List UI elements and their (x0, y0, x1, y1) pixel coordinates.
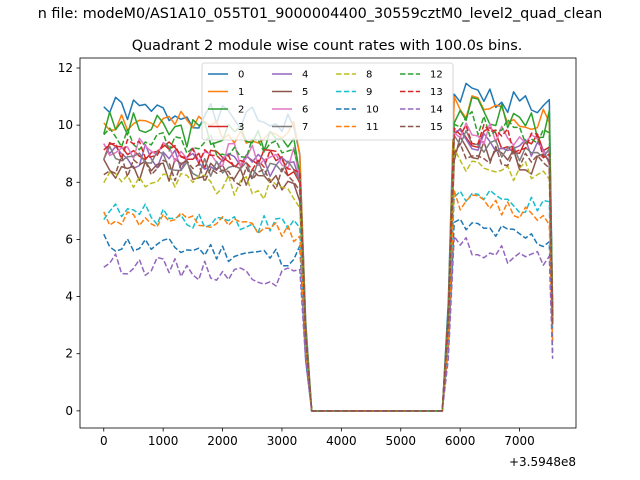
y-tick-label: 8 (65, 175, 73, 189)
series-line-15 (103, 143, 554, 412)
y-tick-label: 10 (58, 118, 73, 132)
y-tick-label: 4 (65, 290, 73, 304)
series-layer (103, 82, 554, 412)
x-tick-label: 5000 (385, 434, 416, 448)
legend-label: 2 (238, 105, 244, 116)
legend-label: 3 (238, 122, 244, 133)
legend-label: 12 (430, 70, 443, 81)
legend-label: 10 (366, 105, 379, 116)
legend-label: 15 (430, 122, 443, 133)
x-tick-label: 1000 (148, 434, 179, 448)
legend-label: 9 (366, 87, 372, 98)
y-tick-label: 6 (65, 232, 73, 246)
legend-label: 11 (366, 122, 379, 133)
series-line-9 (103, 189, 554, 412)
legend-label: 6 (302, 105, 308, 116)
x-tick-label: 7000 (504, 434, 535, 448)
y-tick-label: 2 (65, 347, 73, 361)
legend-label: 8 (366, 70, 372, 81)
series-line-10 (103, 218, 554, 412)
x-tick-label: 4000 (326, 434, 357, 448)
x-tick-label: 6000 (445, 434, 476, 448)
legend-label: 4 (302, 70, 308, 81)
x-tick-label: 0 (100, 434, 108, 448)
x-tick-label: 2000 (207, 434, 238, 448)
series-line-14 (103, 235, 554, 412)
legend-label: 7 (302, 122, 308, 133)
plot-frame (79, 57, 577, 429)
legend-label: 13 (430, 87, 443, 98)
suptitle-text: n file: modeM0/AS1A10_055T01_9000004400_… (37, 6, 603, 22)
legend-label: 14 (430, 105, 443, 116)
legend-label: 5 (302, 87, 308, 98)
legend-label: 0 (238, 70, 244, 81)
chart-title: Quadrant 2 module wise count rates with … (132, 38, 523, 54)
legend-label: 1 (238, 87, 244, 98)
x-offset-label: +3.5948e8 (509, 455, 576, 469)
x-tick-label: 3000 (267, 434, 298, 448)
series-line-8 (103, 147, 554, 412)
series-line-11 (103, 189, 554, 412)
y-tick-label: 0 (65, 404, 73, 418)
figure-suptitle: n file: modeM0/AS1A10_055T01_9000004400_… (0, 6, 640, 22)
y-tick-label: 12 (58, 61, 73, 75)
legend-frame (201, 62, 454, 141)
